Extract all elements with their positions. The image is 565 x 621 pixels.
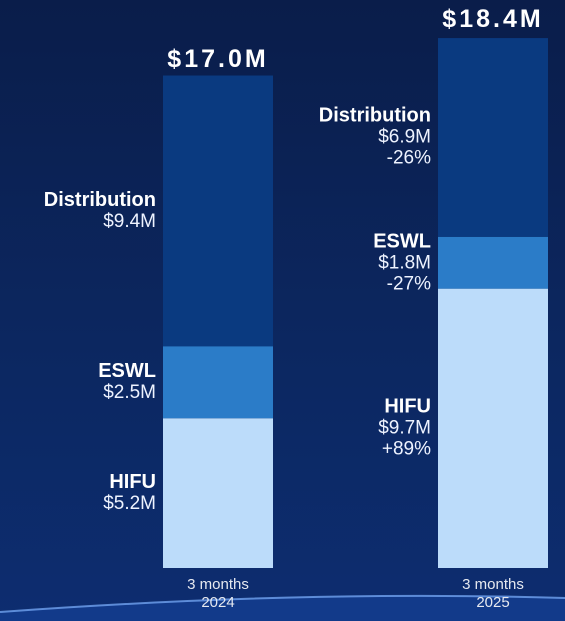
change-label: +89% [381,438,431,460]
series-name: HIFU [109,471,156,494]
bar-segment [438,236,548,289]
value-label: $9.4M [103,210,156,232]
change-label: -27% [386,273,431,295]
segment-label: Distribution $9.4M [43,188,156,232]
decor-line [0,594,565,613]
value-label: $6.9M [378,126,431,148]
value-label: $5.2M [103,493,156,515]
total-label: $17.0M [167,45,269,74]
segment-label: HIFU $9.7M +89% [378,395,431,460]
bar-segment [163,346,273,419]
total-label: $18.4M [442,5,544,34]
category-label: 3 months 2024 [187,576,249,611]
series-name: ESWL [98,360,156,383]
series-name: ESWL [373,230,431,253]
bar-segment [163,418,273,568]
segment-label: Distribution $6.9M -26% [318,104,431,169]
category-label: 3 months 2025 [462,576,524,611]
bar-segment [438,288,548,568]
decor-curve [0,595,565,621]
bar-segment [438,38,548,237]
value-label: $2.5M [103,382,156,404]
series-name: Distribution [43,188,156,211]
value-label: $9.7M [378,417,431,439]
series-name: Distribution [318,104,431,127]
bar-segment [163,75,273,347]
value-label: $1.8M [378,252,431,274]
change-label: -26% [386,147,431,169]
series-name: HIFU [384,395,431,418]
segment-label: ESWL $1.8M -27% [373,230,431,295]
segment-label: ESWL $2.5M [98,360,156,404]
segment-label: HIFU $5.2M [103,471,156,515]
